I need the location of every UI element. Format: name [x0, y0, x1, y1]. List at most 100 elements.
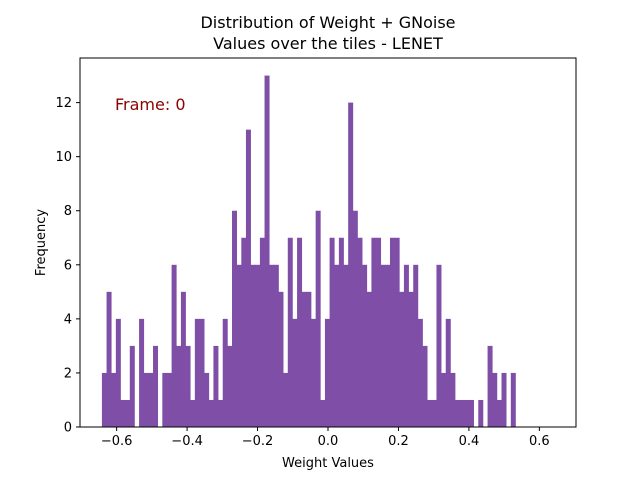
y-tick-label: 2	[64, 366, 72, 381]
y-tick-label: 10	[55, 150, 72, 165]
histogram-bar	[315, 210, 321, 427]
histogram-bar	[487, 345, 493, 427]
x-tick-label: −0.4	[171, 434, 203, 449]
histogram-bar	[445, 318, 451, 427]
histogram-bar	[371, 237, 377, 427]
histogram-bar	[380, 264, 386, 427]
histogram-bar	[510, 372, 516, 427]
histogram-bar	[143, 372, 149, 427]
histogram-bar	[403, 264, 409, 427]
histogram-bar	[417, 318, 423, 427]
histogram-bar	[459, 399, 465, 427]
histogram-bar	[180, 291, 186, 427]
histogram-bar	[120, 399, 126, 427]
histogram-bar	[389, 237, 395, 427]
histogram-bar	[148, 372, 154, 427]
histogram-bar	[399, 291, 405, 427]
histogram-bar	[441, 372, 447, 427]
histogram-bar	[492, 372, 498, 427]
histogram-bar	[357, 237, 363, 427]
histogram-bar	[171, 264, 177, 427]
histogram-bar	[129, 345, 135, 427]
histogram-bar	[366, 291, 372, 427]
histogram-bar	[408, 291, 414, 427]
x-axis-label: Weight Values	[282, 456, 374, 471]
histogram-bar	[222, 318, 228, 427]
histogram-bar	[106, 291, 112, 427]
histogram-bar	[292, 318, 298, 427]
histogram-bar	[324, 318, 330, 427]
histogram-bar	[232, 210, 238, 427]
histogram-bar	[427, 399, 433, 427]
histogram-bar	[431, 399, 437, 427]
histogram-bar	[352, 210, 358, 427]
y-axis-label: Frequency	[34, 209, 49, 276]
y-tick-label: 4	[64, 312, 72, 327]
histogram-bar	[111, 372, 117, 427]
histogram-bar	[208, 399, 214, 427]
histogram-bar	[501, 372, 507, 427]
histogram-bar	[334, 264, 340, 427]
histogram-bar	[464, 399, 470, 427]
histogram-bar	[255, 264, 261, 427]
histogram-bars	[101, 75, 516, 427]
histogram-bar	[125, 399, 131, 427]
histogram-bar	[236, 264, 242, 427]
histogram-bar	[204, 372, 210, 427]
histogram-bar	[385, 264, 391, 427]
histogram-bar	[311, 318, 316, 427]
histogram-bar	[199, 318, 205, 427]
y-axis-ticks: 0 2 4 6 8 10 12	[55, 96, 80, 436]
histogram-bar	[338, 237, 344, 427]
histogram-bar	[153, 345, 159, 427]
histogram-bar	[283, 372, 289, 427]
histogram-bar	[241, 237, 247, 427]
histogram-bar	[269, 264, 275, 427]
histogram-bar	[194, 318, 200, 427]
x-tick-label: −0.2	[242, 434, 274, 449]
histogram-bar	[264, 75, 270, 427]
histogram-bar	[450, 372, 456, 427]
histogram-bar	[278, 291, 284, 427]
histogram-bar	[306, 291, 312, 427]
histogram-bar	[297, 237, 303, 427]
histogram-bar	[101, 372, 107, 427]
histogram-bar	[376, 237, 382, 427]
x-tick-label: −0.6	[101, 434, 133, 449]
histogram-bar	[413, 264, 419, 427]
histogram-bar	[162, 372, 168, 427]
chart-title-line-2: Values over the tiles - LENET	[213, 34, 443, 53]
histogram-bar	[245, 129, 251, 427]
histogram-bar	[250, 264, 256, 427]
frame-annotation: Frame: 0	[115, 95, 186, 114]
histogram-bar	[394, 237, 400, 427]
histogram-bar	[422, 345, 428, 427]
histogram-bar	[478, 399, 484, 427]
histogram-bar	[190, 399, 196, 427]
histogram-bar	[468, 399, 474, 427]
histogram-bar	[455, 399, 461, 427]
chart-title-line-1: Distribution of Weight + GNoise	[200, 13, 455, 32]
x-tick-label: 0.2	[388, 434, 409, 449]
histogram-bar	[320, 399, 326, 427]
x-axis-ticks: −0.6 −0.4 −0.2 0.0 0.2 0.4 0.6	[101, 427, 550, 449]
histogram-bar	[436, 264, 442, 427]
x-tick-label: 0.0	[318, 434, 339, 449]
histogram-bar	[176, 345, 182, 427]
plot-frame	[79, 57, 577, 428]
histogram-bar	[329, 237, 335, 427]
x-tick-label: 0.6	[529, 434, 550, 449]
x-tick-label: 0.4	[459, 434, 480, 449]
histogram-bar	[301, 291, 307, 427]
y-tick-label: 8	[64, 204, 72, 219]
y-tick-label: 6	[64, 258, 72, 273]
histogram-bar	[227, 345, 233, 427]
histogram-bar	[496, 399, 502, 427]
histogram-bar	[139, 318, 145, 427]
y-tick-label: 0	[64, 421, 72, 436]
histogram-bar	[218, 399, 224, 427]
histogram-bar	[362, 264, 368, 427]
histogram-bar	[343, 264, 349, 427]
histogram-bar	[185, 345, 191, 427]
